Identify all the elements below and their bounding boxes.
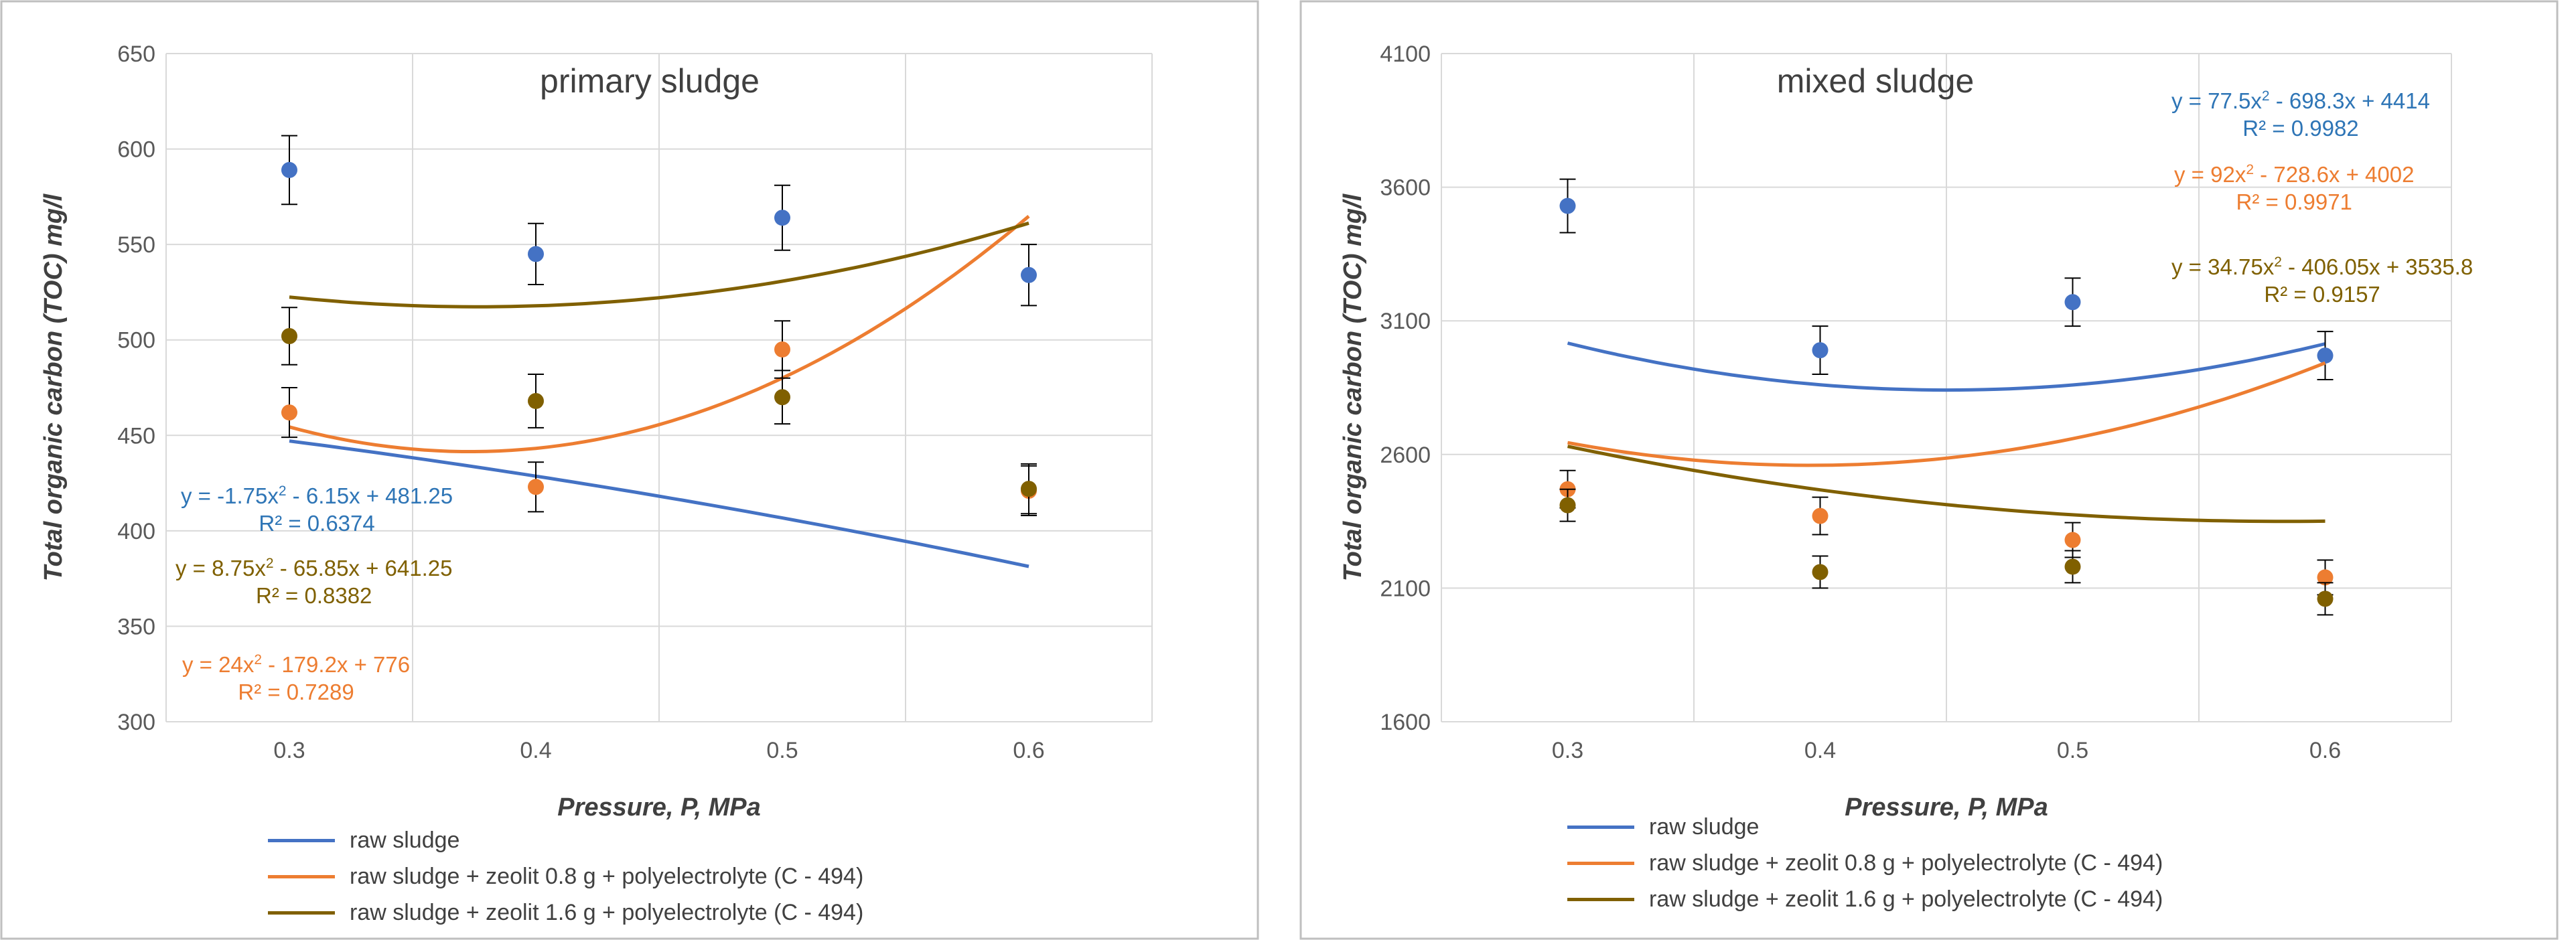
chart-mixed-sludge: 1600 2100 2600 3100 3600 4100 0.3 0.4 0.5 0.6 mixe… [1299, 0, 2559, 940]
y-tick-label: 650 [117, 42, 155, 67]
data-point-raw [774, 210, 790, 226]
trendline-z08 [289, 214, 1030, 453]
legend-label: raw sludge + zeolit 0.8 g + polyelectrol… [1649, 850, 2163, 876]
trendline-raw [289, 439, 1029, 568]
data-point-z16 [281, 328, 297, 345]
data-point-z08 [281, 404, 297, 421]
data-point-z08 [2064, 532, 2081, 548]
data-point-raw [281, 161, 297, 178]
x-tick-label: 0.3 [273, 738, 305, 763]
legend-item-z16: raw sludge + zeolit 1.6 g + polyelectrol… [1567, 881, 2163, 917]
data-point-raw [528, 246, 544, 262]
legend-item-z08: raw sludge + zeolit 0.8 g + polyelectrol… [1567, 845, 2163, 881]
legend-swatch-z08 [268, 874, 335, 878]
equation-raw: y = 77.5x2 - 698.3x + 4414 R² = 0.9982 [2171, 88, 2430, 141]
trendline-raw [1567, 341, 2326, 392]
x-axis-title: Pressure, P, MPa [1845, 793, 2048, 821]
trendline-z16 [1567, 445, 2325, 524]
data-point-z16 [528, 392, 544, 409]
y-tick-label: 3100 [1380, 309, 1431, 334]
trendline-z16 [289, 221, 1029, 309]
legend-swatch-z16 [268, 911, 335, 915]
chart-primary-sludge: 300 350 400 450 500 550 600 650 0.3 0.4 0.5 0.6 prim… [0, 0, 1259, 940]
y-tick-label: 400 [117, 519, 155, 544]
data-point-z16 [2317, 591, 2334, 607]
y-axis-title: Total organic carbon (TOC) mg/l [40, 193, 68, 581]
chart-border [1299, 0, 2559, 940]
equation-z16: y = 34.75x2 - 406.05x + 3535.8 R² = 0.91… [2171, 254, 2474, 307]
y-tick-label: 1600 [1380, 710, 1431, 735]
legend-item-z08: raw sludge + zeolit 0.8 g + polyelectrol… [268, 858, 863, 894]
x-tick-label: 0.5 [2057, 738, 2088, 763]
data-point-raw [2064, 294, 2081, 311]
data-point-z16 [1559, 497, 1576, 514]
y-tick-label: 3600 [1380, 175, 1431, 201]
data-point-raw [1812, 342, 1829, 359]
x-tick-label: 0.4 [1804, 738, 1836, 763]
y-tick-label: 4100 [1380, 42, 1431, 67]
chart-title: mixed sludge [1777, 62, 1975, 100]
legend-label: raw sludge [1649, 813, 1760, 840]
legend-mixed: raw sludge raw sludge + zeolit 0.8 g + p… [1567, 809, 2163, 917]
equation-z16: y = 8.75x2 - 65.85x + 641.25 R² = 0.8382 [175, 556, 453, 609]
y-tick-label: 2600 [1380, 443, 1431, 468]
chart-primary-sludge-svg: 300 350 400 450 500 550 600 650 0.3 0.4 0.5 0.6 prim… [0, 0, 1259, 940]
trendline-z08 [1567, 361, 2326, 467]
y-tick-label: 600 [117, 137, 155, 163]
legend-item-z16: raw sludge + zeolit 1.6 g + polyelectrol… [268, 894, 863, 931]
legend-item-raw: raw sludge [1567, 809, 2163, 845]
legend-label: raw sludge + zeolit 1.6 g + polyelectrol… [1649, 886, 2163, 912]
y-tick-label: 2100 [1380, 576, 1431, 601]
data-point-z08 [2317, 569, 2334, 586]
chart-mixed-sludge-svg: 1600 2100 2600 3100 3600 4100 0.3 0.4 0.5 0.6 mixe… [1299, 0, 2559, 940]
equation-raw: y = -1.75x2 - 6.15x + 481.25 R² = 0.6374 [181, 483, 453, 536]
data-point-z08 [774, 341, 790, 358]
x-tick-label: 0.6 [1013, 738, 1044, 763]
x-tick-label: 0.3 [1552, 738, 1583, 763]
y-tick-label: 500 [117, 328, 155, 354]
x-axis-title: Pressure, P, MPa [557, 793, 760, 821]
equation-z08: y = 92x2 - 728.6x + 4002 R² = 0.9971 [2174, 162, 2415, 215]
x-tick-label: 0.5 [766, 738, 798, 763]
equation-z08: y = 24x2 - 179.2x + 776 R² = 0.7289 [182, 652, 411, 705]
legend-primary: raw sludge raw sludge + zeolit 0.8 g + p… [268, 822, 863, 931]
x-tick-label: 0.6 [2309, 738, 2341, 763]
y-axis-title: Total organic carbon (TOC) mg/l [1339, 193, 1367, 581]
data-point-z16 [1021, 481, 1037, 497]
chart-title: primary sludge [540, 62, 760, 100]
legend-label: raw sludge [350, 827, 460, 853]
legend-swatch-raw [268, 838, 335, 842]
y-tick-label: 300 [117, 710, 155, 735]
x-tick-label: 0.4 [520, 738, 551, 763]
data-point-raw [1559, 198, 1576, 214]
legend-item-raw: raw sludge [268, 822, 863, 858]
y-tick-label: 450 [117, 423, 155, 449]
data-point-raw [1021, 266, 1037, 283]
legend-swatch-z08 [1567, 861, 1634, 865]
y-tick-label: 550 [117, 232, 155, 258]
legend-swatch-raw [1567, 825, 1634, 829]
legend-label: raw sludge + zeolit 0.8 g + polyelectrol… [350, 863, 864, 889]
data-point-z16 [2064, 558, 2081, 575]
legend-label: raw sludge + zeolit 1.6 g + polyelectrol… [350, 899, 864, 925]
data-point-z08 [1812, 507, 1829, 524]
chart-border [0, 0, 1259, 940]
legend-swatch-z16 [1567, 897, 1634, 901]
data-point-raw [2317, 347, 2334, 364]
y-tick-label: 350 [117, 614, 155, 639]
data-point-z16 [774, 389, 790, 406]
data-point-z08 [528, 479, 544, 495]
data-point-z16 [1812, 564, 1829, 580]
